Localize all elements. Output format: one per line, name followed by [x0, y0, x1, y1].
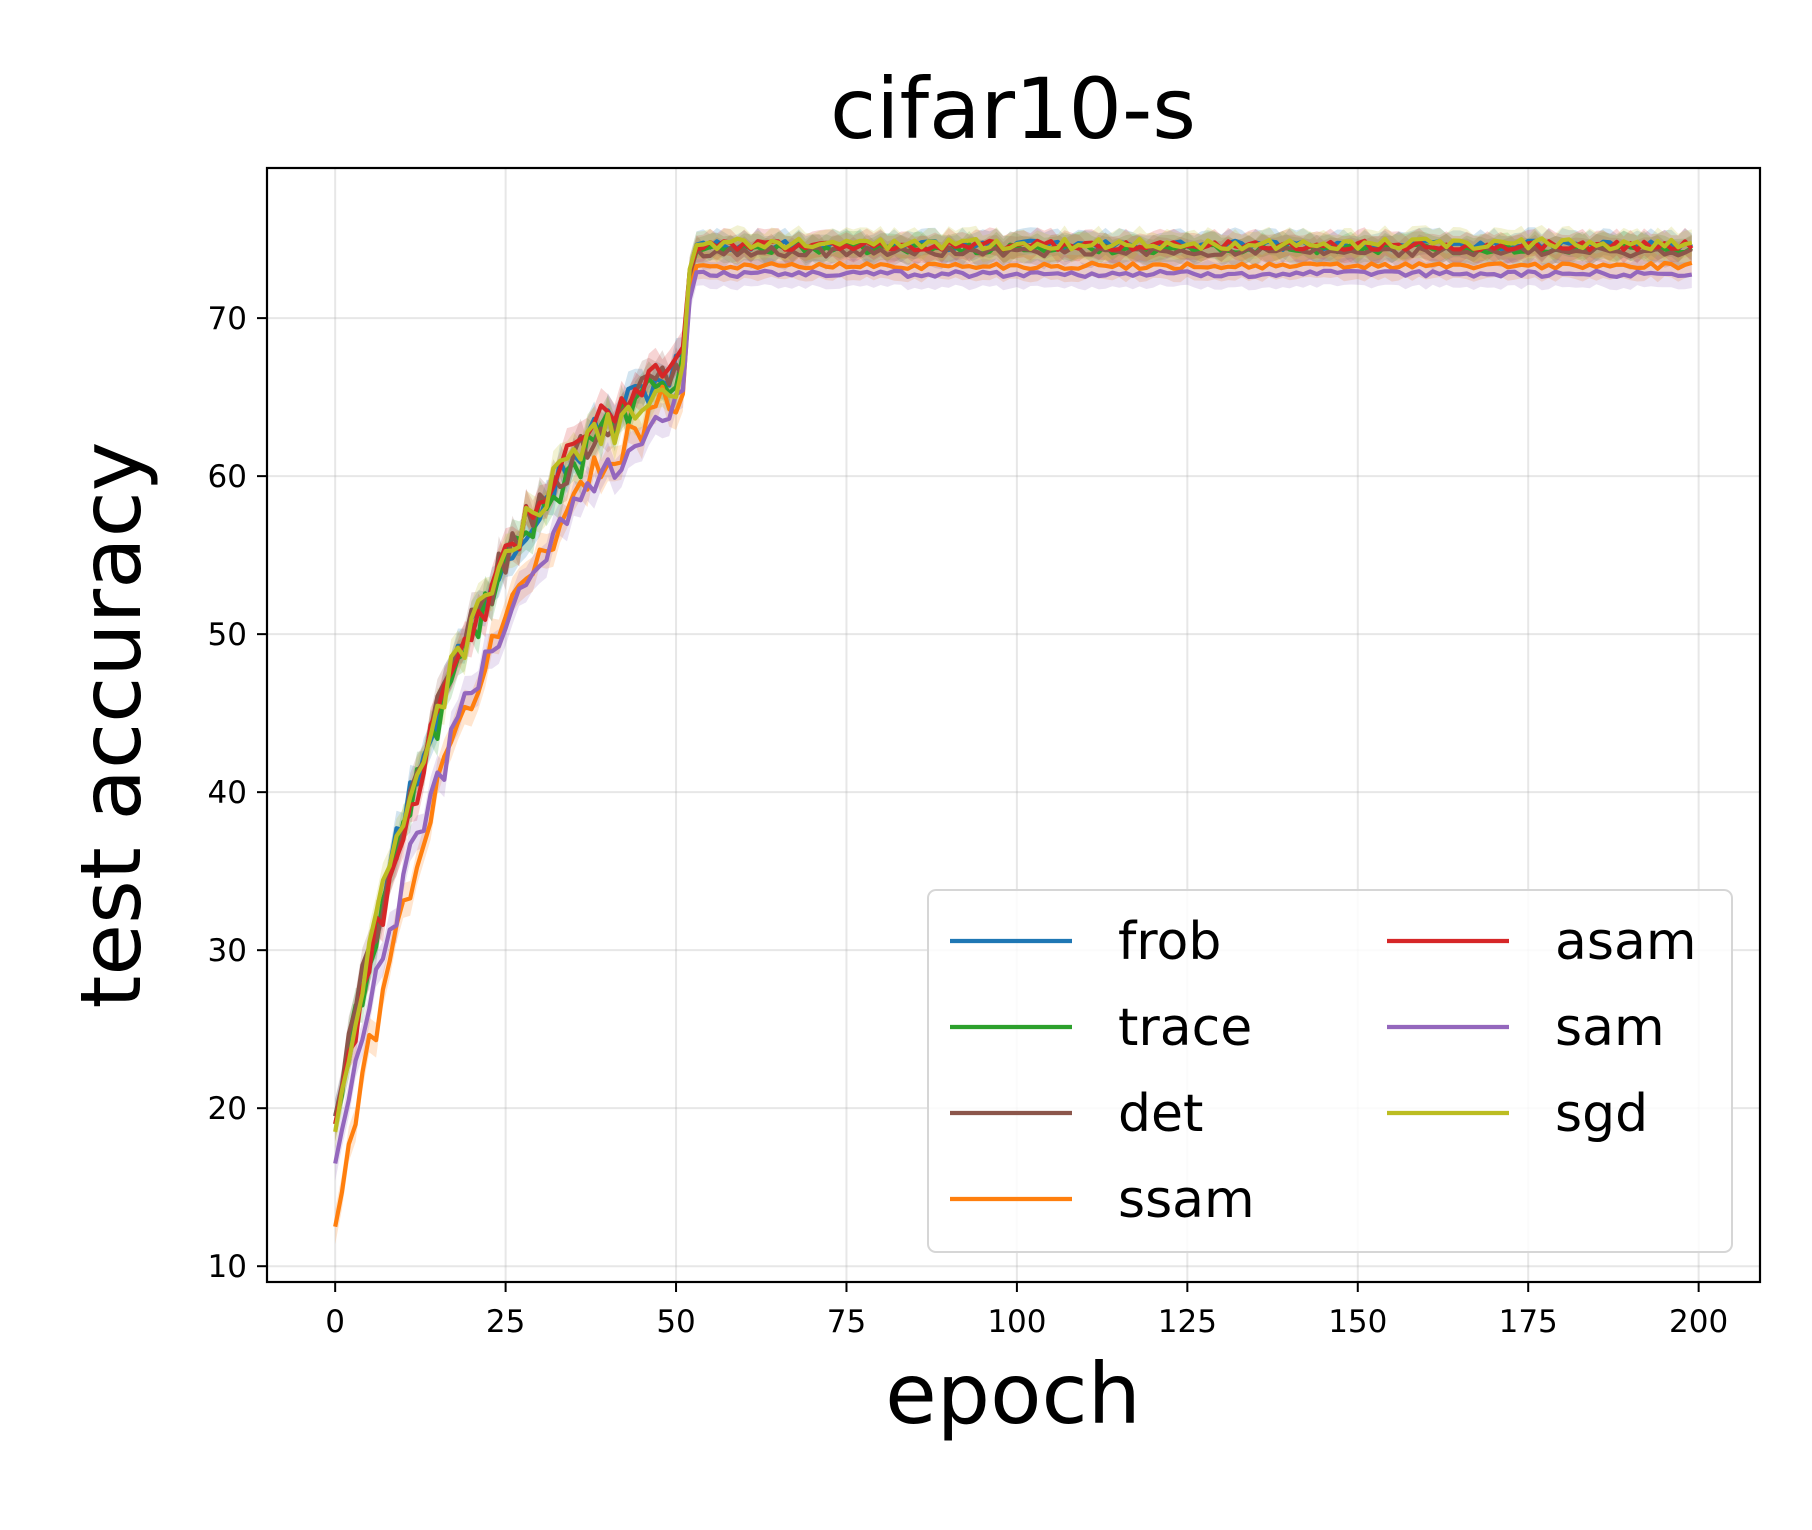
- y-axis: 10 20 30 40 50 60 70: [208, 301, 267, 1285]
- legend-label-sam: sam: [1555, 998, 1665, 1058]
- y-tick-label: 40: [208, 775, 247, 811]
- x-tick-label: 0: [325, 1304, 345, 1340]
- x-axis: 0 25 50 75 100 125 150 175 200: [325, 1282, 1728, 1340]
- x-tick-label: 175: [1499, 1304, 1558, 1340]
- legend-label-det: det: [1118, 1084, 1203, 1144]
- legend-label-trace: trace: [1118, 998, 1252, 1058]
- legend: frob trace det ssam asam sam sgd: [927, 889, 1733, 1253]
- line-ssam: [333, 260, 1693, 1228]
- legend-frame: [927, 889, 1733, 1253]
- x-axis-label: epoch: [885, 1345, 1141, 1443]
- x-tick-label: 200: [1669, 1304, 1728, 1340]
- y-tick-label: 10: [208, 1249, 247, 1285]
- x-tick-label: 75: [827, 1304, 866, 1340]
- legend-label-frob: frob: [1118, 912, 1221, 972]
- line-sam: [333, 268, 1693, 1164]
- y-axis-label: test accuracy: [62, 442, 160, 1009]
- x-tick-label: 50: [656, 1304, 695, 1340]
- legend-label-sgd: sgd: [1555, 1084, 1648, 1144]
- x-tick-label: 25: [486, 1304, 525, 1340]
- grid: [267, 168, 1760, 1282]
- x-tick-label: 150: [1328, 1304, 1387, 1340]
- line-det: [333, 245, 1693, 1117]
- legend-label-ssam: ssam: [1118, 1170, 1255, 1230]
- x-tick-label: 100: [987, 1304, 1046, 1340]
- chart-title: cifar10-s: [830, 60, 1196, 158]
- y-tick-label: 50: [208, 617, 247, 653]
- series-lines: [333, 236, 1694, 1228]
- y-tick-label: 30: [208, 933, 247, 969]
- line-sgd: [333, 236, 1693, 1133]
- x-tick-label: 125: [1158, 1304, 1217, 1340]
- plot-frame: [265, 166, 1762, 1284]
- y-tick-label: 20: [208, 1091, 247, 1127]
- y-tick-label: 60: [208, 459, 247, 495]
- y-tick-label: 70: [208, 301, 247, 337]
- legend-label-asam: asam: [1555, 912, 1696, 972]
